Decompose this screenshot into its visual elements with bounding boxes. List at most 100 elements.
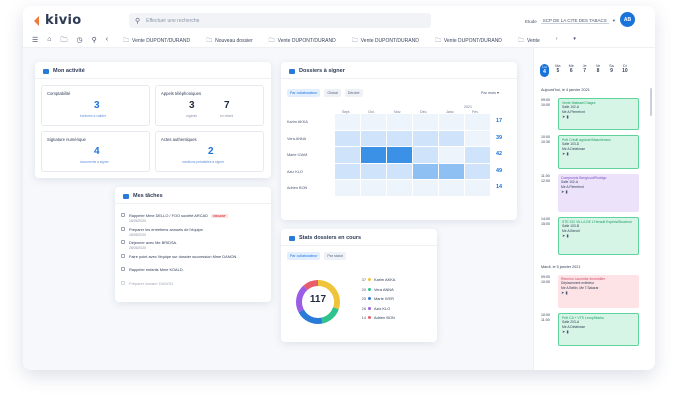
heatmap-cell[interactable] [361,163,387,180]
heatmap-cell[interactable] [439,180,465,196]
folder-icon[interactable]: ▮ [565,188,568,194]
calendar-day[interactable]: Ma 5 [553,64,562,77]
calendar-day[interactable]: Me 6 [567,64,576,77]
heatmap-cell[interactable] [361,114,387,130]
folder-icon[interactable]: ▮ [565,289,568,295]
task-checkbox[interactable] [121,240,125,244]
tab-dossier-3[interactable]: 🗀 Vente DUPONT/DURAND [269,36,336,46]
chip-derobe[interactable]: Dérobé [344,89,363,97]
heatmap-cell[interactable] [361,180,387,196]
app-logo[interactable]: kivio [33,13,81,28]
share-icon[interactable]: ➤ [561,289,565,295]
task-checkbox[interactable] [121,280,125,285]
row-total[interactable]: 49 [496,167,503,174]
clock-icon[interactable]: ◷ [76,37,83,44]
task-checkbox[interactable] [121,226,125,231]
share-icon[interactable]: ➤ [561,188,565,194]
folder-icon[interactable]: 🗀 [60,37,68,44]
heatmap-cell[interactable] [413,130,439,147]
kpi-calls[interactable]: Appels téléphoniques 3 urgents 7 en reta… [155,85,264,126]
chip-par-statut[interactable]: Par statut [324,252,346,260]
heatmap-cell[interactable] [335,180,361,196]
task-checkbox[interactable] [121,253,125,258]
chip-par-collaborateur[interactable]: Par collaborateur [287,252,321,260]
calendar-event[interactable]: STE SCI VILLA DE L'Herault Espérla/Bouch… [558,217,639,255]
heatmap-cell[interactable] [335,130,361,147]
heatmap-cell[interactable] [335,163,361,180]
heatmap-cell[interactable] [387,130,413,147]
firm-selector[interactable]: Etude SCP DE LA CITE DES TABACS ▾ [525,18,615,24]
heatmap-cell[interactable] [387,180,413,196]
calendar-event[interactable]: Réunion Lacombe Immobilier Déplacement ex… [558,275,639,308]
heatmap-cell[interactable] [439,163,465,180]
heatmap-cell[interactable] [413,180,439,196]
heatmap-cell[interactable] [387,114,413,130]
heatmap-cell[interactable] [335,114,361,130]
kpi-sub[interactable]: documents à signer [80,160,109,164]
heatmap-cell[interactable] [465,180,491,196]
calendar-event[interactable]: Prêt CA + VTE Leroy/Marko Salle 203-A Me A… [558,313,639,346]
kpi-accounting[interactable]: Comptabilité 3 écritures à valider [41,85,150,126]
chevron-right-icon[interactable]: › [555,36,558,42]
folder-icon[interactable]: ▮ [566,150,569,156]
calendar-day[interactable]: Je 7 [580,64,589,77]
tab-dossier-5[interactable]: 🗀 Vente DUPONT/DURAND [435,36,502,46]
chevron-down-icon[interactable]: ▾ [573,36,576,42]
row-total[interactable]: 39 [496,134,503,141]
tab-dossier-4[interactable]: 🗀 Vente DUPONT/DURAND [352,36,419,46]
folder-icon[interactable]: ▮ [566,328,569,334]
chip-global[interactable]: Global [324,89,341,97]
tab-dossier-6[interactable]: 🗀 Vente [518,36,540,46]
calendar-day[interactable]: Di 10 [620,64,629,77]
heatmap-cell[interactable] [387,163,413,180]
share-icon[interactable]: ➤ [562,232,566,238]
heatmap-cell[interactable] [413,114,439,130]
tab-dossier-2[interactable]: 🗀 Nouveau dossier [206,36,253,46]
heatmap-cell[interactable] [439,130,465,147]
chevron-left-icon[interactable]: ‹ [105,36,109,43]
calendar-day[interactable]: Lu 4 [540,64,549,77]
heatmap-cell[interactable] [413,163,439,180]
donut-slice[interactable] [296,285,308,313]
search-bar[interactable]: ⚲ Effectuer une recherche [129,13,431,28]
calendar-event[interactable]: Compromis Benglouri/Rodrigo Salle 102-A Me… [558,174,639,212]
kpi-sub[interactable]: écritures à valider [80,114,107,118]
row-total[interactable]: 42 [496,151,503,157]
heatmap-cell[interactable] [361,147,387,163]
folder-icon[interactable]: ▮ [566,113,569,119]
kpi-authentic-acts[interactable]: Actes authentiques 2 mentions préalables… [155,131,264,172]
period-selector[interactable]: Par mois ▾ [481,91,499,95]
tab-dossier-1[interactable]: 🗀 Vente DUPONT/DURAND [123,36,190,46]
donut-slice[interactable] [321,307,339,324]
heatmap-cell[interactable] [465,163,491,180]
row-total[interactable]: 14 [496,184,503,190]
donut-slice[interactable] [298,309,323,324]
share-icon[interactable]: ➤ [562,150,566,156]
kpi-digital-signature[interactable]: Signature numérique 4 documents à signer [41,131,150,172]
home-icon[interactable]: ⌂ [47,36,52,43]
share-icon[interactable]: ➤ [562,113,566,119]
heatmap-cell[interactable] [335,147,361,163]
donut-slice[interactable] [317,280,340,310]
heatmap-cell[interactable] [413,147,439,163]
search-icon[interactable]: ⚲ [91,37,97,44]
calendar-day[interactable]: Sa 9 [607,64,616,77]
firm-value[interactable]: SCP DE LA CITE DES TABACS [540,18,609,24]
heatmap-cell[interactable] [439,147,465,163]
menu-icon[interactable]: ☰ [32,37,39,44]
avatar[interactable]: AB [620,12,635,27]
calendar-scrollbar[interactable] [650,88,652,116]
calendar-event[interactable]: Vente Matisse/Chagra Salle 102-A Me A.Pier… [558,98,639,130]
row-total[interactable]: 17 [496,118,503,124]
calendar-day[interactable]: Ve 8 [594,64,603,77]
heatmap-cell[interactable] [439,114,465,130]
task-checkbox[interactable] [121,213,125,217]
kpi-sub[interactable]: mentions préalables à signer [182,160,225,164]
donut-slice[interactable] [303,280,319,291]
heatmap-cell[interactable] [465,114,491,130]
folder-icon[interactable]: ▮ [566,232,569,238]
heatmap-cell[interactable] [465,147,491,163]
heatmap-cell[interactable] [465,130,491,147]
chip-par-collaborateur[interactable]: Par collaborateur [287,89,321,97]
calendar-event[interactable]: Prêt Crédit agricole/Mascherano Salle 103… [558,135,639,169]
